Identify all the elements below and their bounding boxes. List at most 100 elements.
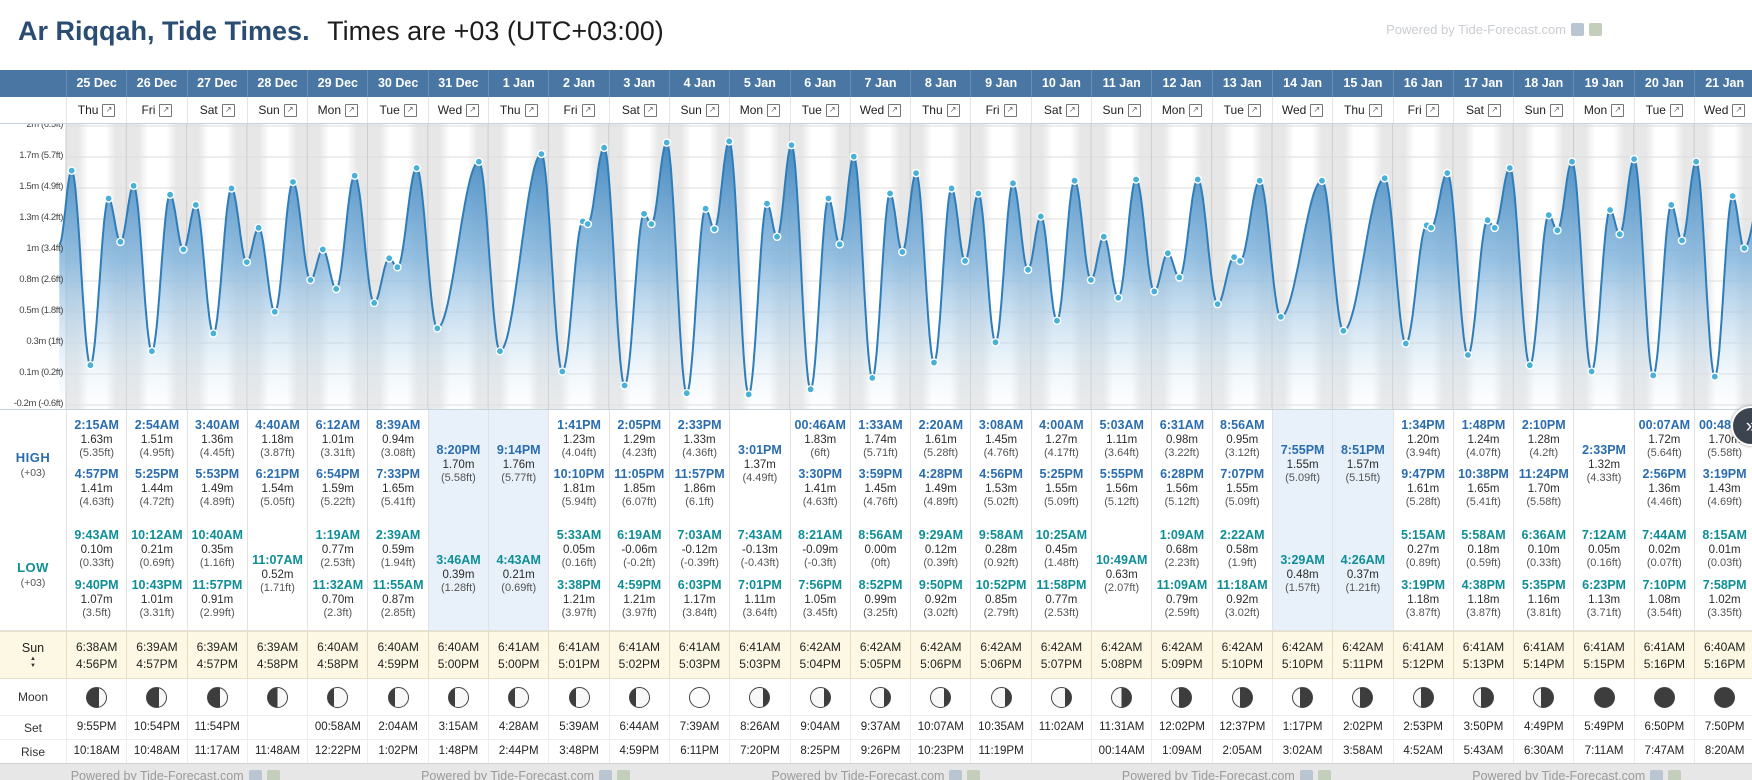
tide-height-ft: (3.45ft): [802, 607, 838, 620]
moon-phase-cell: [1211, 679, 1272, 715]
tide-height-ft: (3.97ft): [561, 607, 597, 620]
tide-height-m: 0.92m: [924, 594, 957, 607]
date-header-cell: 20 Jan: [1633, 70, 1694, 97]
tide-height-ft: (1.57ft): [1285, 581, 1320, 594]
expand-day-button[interactable]: ↗: [1611, 103, 1625, 117]
expand-day-button[interactable]: ↗: [581, 103, 595, 117]
expand-day-button[interactable]: ↗: [1368, 103, 1382, 117]
expand-day-button[interactable]: ↗: [1732, 103, 1746, 117]
weekday-label: Tue: [1645, 103, 1666, 117]
high-tide-entry: 4:40AM 1.18m (3.87ft): [255, 418, 299, 461]
expand-day-button[interactable]: ↗: [1127, 103, 1141, 117]
sunset-time: 5:02PM: [618, 656, 660, 671]
expand-day-button[interactable]: ↗: [705, 103, 719, 117]
expand-day-button[interactable]: ↗: [825, 103, 839, 117]
sun-times-cell: 6:38AM 4:56PM: [66, 632, 126, 678]
moonset-cell: 5:39AM: [548, 716, 608, 739]
moonset-cell: 8:26AM: [729, 716, 789, 739]
tide-height-m: 1.55m: [1226, 483, 1259, 496]
low-tide-cell: 1:09AM 0.68m (2.23ft) 11:09AM 0.79m (2.59ft): [1151, 518, 1211, 630]
moonset-cell: 1:17PM: [1271, 716, 1332, 739]
expand-day-button[interactable]: ↗: [1425, 103, 1439, 117]
expand-day-button[interactable]: ↗: [524, 103, 538, 117]
expand-day-button[interactable]: ↗: [1247, 103, 1261, 117]
weekday-label: Fri: [563, 103, 578, 117]
rise-label-text: Rise: [20, 744, 45, 759]
tide-height-ft: (2.59ft): [1164, 607, 1200, 620]
high-tide-time: 2:56PM: [1642, 467, 1687, 482]
high-tide-entry: 6:12AM 1.01m (3.31ft): [316, 418, 360, 461]
weekday-label: Sun: [258, 103, 280, 117]
high-tide-cell: 6:12AM 1.01m (3.31ft) 6:54PM 1.59m (5.22ft): [307, 410, 367, 518]
tide-height-m: 1.41m: [80, 483, 113, 496]
tide-height-m: 1.18m: [261, 434, 294, 447]
high-tide-time: 1:34PM: [1401, 418, 1446, 433]
expand-day-button[interactable]: ↗: [1487, 103, 1501, 117]
expand-day-button[interactable]: ↗: [1189, 103, 1203, 117]
expand-day-button[interactable]: ↗: [159, 103, 173, 117]
tide-height-ft: (4.89ft): [923, 496, 959, 509]
tide-height-ft: (3.02ft): [1224, 607, 1260, 620]
tide-height-ft: (4.36ft): [682, 447, 718, 460]
expand-day-button[interactable]: ↗: [767, 103, 781, 117]
tide-height-ft: (0.16ft): [1586, 556, 1622, 569]
sunrise-time: 6:40AM: [437, 639, 480, 654]
location-title: Ar Riqqah, Tide Times.: [18, 16, 310, 46]
weekday-label: Thu: [77, 103, 99, 117]
expand-day-button[interactable]: ↗: [1065, 103, 1079, 117]
tide-height-m: 1.24m: [1467, 434, 1500, 447]
low-tide-time: 3:19PM: [1401, 577, 1446, 592]
expand-day-button[interactable]: ↗: [283, 103, 297, 117]
high-tide-entry: 00:46AM 1.83m (6ft): [795, 418, 846, 461]
moon-phase-cell: [488, 679, 548, 715]
low-tide-cell: 10:25AM 0.45m (1.48ft) 11:58PM 0.77m (2.53ft): [1030, 518, 1091, 630]
tide-height-ft: (0.03ft): [1707, 556, 1743, 569]
expand-day-button[interactable]: ↗: [102, 103, 116, 117]
high-tide-entry: 2:33PM 1.32m (4.33ft): [1582, 443, 1626, 486]
tide-height-ft: (0.92ft): [983, 556, 1019, 569]
expand-day-button[interactable]: ↗: [1310, 103, 1324, 117]
high-tide-entry: 2:05PM 1.29m (4.23ft): [617, 418, 661, 461]
high-tide-entry: 2:56PM 1.36m (4.46ft): [1642, 467, 1686, 510]
expand-day-button[interactable]: ↗: [888, 103, 902, 117]
moonrise-row-label: Rise: [0, 740, 66, 763]
tide-event-marker: [991, 337, 1000, 347]
tide-height-ft: (0.16ft): [561, 556, 597, 569]
expand-day-button[interactable]: ↗: [643, 103, 657, 117]
watermark-social-icon: [1299, 769, 1313, 780]
moon-phase-cell: [1271, 679, 1332, 715]
sun-times-cell: 6:40AM 4:58PM: [307, 632, 367, 678]
expand-day-button[interactable]: ↗: [221, 103, 235, 117]
tide-height-m: 1.81m: [563, 483, 595, 496]
expand-day-button[interactable]: ↗: [946, 103, 960, 117]
expand-day-button[interactable]: ↗: [1549, 103, 1563, 117]
tide-event-marker: [242, 257, 252, 267]
expand-day-button[interactable]: ↗: [345, 103, 358, 117]
expand-day-button[interactable]: ↗: [1003, 103, 1017, 117]
low-tide-time: 10:25AM: [1035, 527, 1088, 542]
sun-times-cell: 6:41AM 5:01PM: [548, 632, 608, 678]
high-tide-time: 6:12AM: [315, 418, 361, 433]
low-tide-time: 6:19AM: [617, 527, 662, 542]
date-header-cell: 18 Jan: [1513, 70, 1573, 97]
weekday-label: Fri: [985, 103, 1000, 117]
low-tide-entry: 6:36AM 0.10m (0.33ft): [1522, 528, 1566, 571]
tide-height-m: 0.87m: [382, 594, 415, 607]
tide-event-marker: [1099, 232, 1109, 241]
tide-event-marker: [1677, 236, 1687, 245]
tide-height-m: 1.43m: [1708, 483, 1741, 496]
low-tide-entry: 8:56AM 0.00m (0ft): [858, 528, 902, 571]
tide-height-m: 1.13m: [1588, 594, 1621, 607]
expand-day-button[interactable]: ↗: [466, 103, 480, 117]
high-tide-time: 5:03AM: [1099, 418, 1144, 433]
tide-height-ft: (4.33ft): [1586, 471, 1622, 484]
low-tide-cell: 7:03AM -0.12m (-0.39ft) 6:03PM 1.17m (3.84ft): [668, 518, 729, 630]
tide-event-marker: [929, 358, 939, 367]
expand-day-button[interactable]: ↗: [403, 103, 417, 117]
low-tide-entry: 10:52PM 0.85m (2.79ft): [976, 578, 1027, 621]
sunrise-time: 6:42AM: [1101, 639, 1143, 654]
y-axis-label: 1.7m (5.7ft): [19, 150, 63, 161]
high-tide-cell: 4:00AM 1.27m (4.17ft) 5:25PM 1.55m (5.09ft): [1030, 410, 1091, 518]
expand-day-button[interactable]: ↗: [1669, 103, 1683, 117]
sunrise-time: 6:38AM: [75, 639, 118, 654]
